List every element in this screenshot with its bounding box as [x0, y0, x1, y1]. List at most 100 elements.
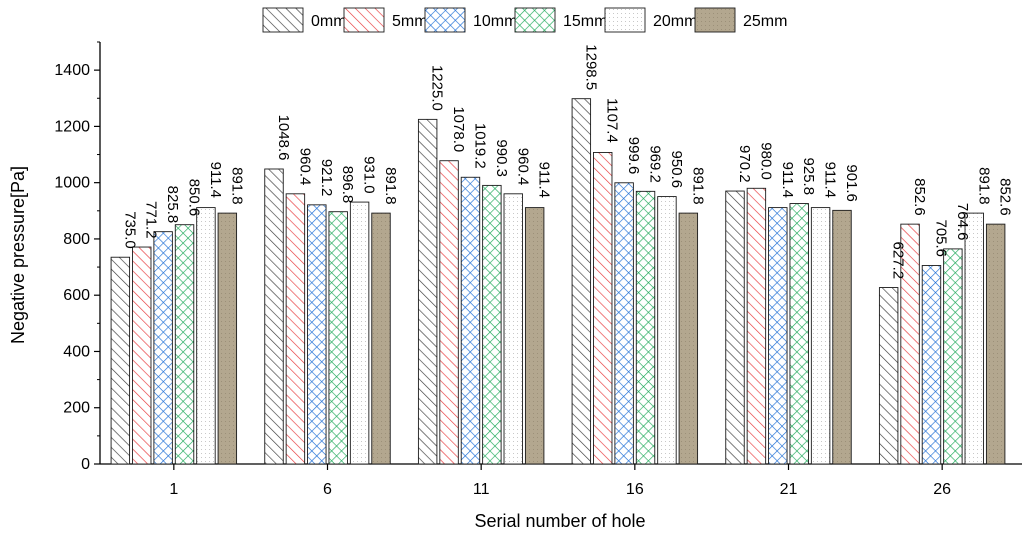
legend-swatch-20mm [604, 7, 646, 33]
x-axis-title: Serial number of hole [474, 511, 645, 531]
bar-0mm-1 [110, 256, 131, 465]
bar-10mm-21 [768, 207, 788, 465]
y-tick-label: 1000 [54, 175, 90, 192]
y-tick-label: 0 [81, 456, 90, 473]
data-label: 825.8 [164, 186, 181, 224]
bar-10mm-16 [614, 182, 634, 465]
data-label: 850.6 [186, 179, 203, 217]
y-tick-label: 1200 [54, 118, 90, 135]
x-tick-label: 26 [933, 481, 951, 498]
bar-20mm-16 [657, 196, 677, 465]
data-label: 1078.0 [450, 106, 467, 152]
bar-10mm-11 [460, 176, 481, 465]
legend-label: 20mm [653, 13, 697, 30]
legend-swatch-0mm [262, 7, 304, 33]
data-label: 921.2 [318, 159, 335, 197]
x-tick-label: 21 [780, 481, 798, 498]
bar-15mm-11 [482, 184, 502, 465]
legend-label: 10mm [473, 13, 517, 30]
legend-swatch-25mm [694, 7, 736, 33]
data-label: 911.4 [207, 162, 224, 198]
data-label: 911.4 [779, 162, 796, 198]
bar-25mm-11 [524, 207, 545, 465]
data-label: 891.8 [689, 167, 706, 205]
bar-5mm-26 [900, 223, 920, 465]
bar-20mm-1 [196, 207, 216, 465]
x-tick-label: 11 [473, 481, 490, 498]
y-tick-label: 600 [63, 287, 90, 304]
data-label: 950.6 [668, 151, 685, 189]
bar-25mm-6 [371, 212, 391, 465]
data-label: 852.6 [997, 178, 1014, 216]
legend-label: 25mm [743, 13, 787, 30]
data-label: 969.2 [647, 145, 664, 183]
data-label: 705.6 [932, 219, 949, 257]
data-label: 891.8 [382, 167, 399, 205]
x-tick-label: 1 [169, 481, 178, 498]
data-label: 970.2 [736, 145, 753, 183]
data-label: 852.6 [911, 178, 928, 216]
y-tick-label: 200 [63, 400, 90, 417]
y-tick-label: 1400 [54, 62, 90, 79]
data-label: 896.8 [339, 166, 356, 204]
data-label: 960.4 [296, 148, 313, 186]
bar-10mm-1 [153, 231, 173, 465]
bar-5mm-16 [593, 152, 613, 465]
bar-0mm-26 [878, 287, 899, 465]
bar-0mm-21 [725, 190, 745, 465]
legend-swatch-10mm [424, 7, 466, 33]
bar-5mm-11 [439, 160, 459, 465]
data-label: 980.0 [757, 142, 774, 180]
legend-label: 15mm [563, 13, 607, 30]
legend-swatch-5mm [343, 7, 385, 33]
bar-15mm-21 [789, 203, 809, 465]
data-label: 960.4 [514, 148, 531, 186]
legend: 0mm 5mm 10mm 15mm 20mm 25mm [262, 7, 787, 33]
bar-15mm-26 [943, 248, 963, 465]
x-tick-label: 16 [626, 481, 644, 498]
data-label: 911.4 [536, 162, 553, 198]
bar-0mm-16 [571, 98, 592, 465]
x-tick-label: 6 [323, 481, 332, 498]
data-labels: 735.0 771.2 825.8 850.6 911.4 891.81048.6960.… [121, 44, 1013, 279]
bar-5mm-21 [746, 187, 767, 465]
bar-20mm-6 [349, 201, 370, 465]
data-label: 925.8 [800, 158, 817, 196]
bar-20mm-11 [503, 193, 523, 465]
legend-label: 5mm [392, 13, 428, 30]
bar-10mm-26 [921, 265, 942, 465]
legend-label: 0mm [311, 13, 347, 30]
y-axis-title: Negative pressure[Pa] [8, 166, 28, 344]
data-label: 911.4 [822, 162, 839, 198]
bar-25mm-26 [985, 223, 1006, 465]
bar-25mm-21 [832, 209, 852, 465]
bar-25mm-1 [217, 212, 238, 465]
bars [110, 98, 1006, 465]
data-label: 1048.6 [275, 115, 292, 161]
y-tick-label: 400 [63, 343, 90, 360]
bar-20mm-21 [810, 207, 831, 465]
data-label: 1225.0 [429, 65, 446, 111]
legend-swatch-15mm [514, 7, 556, 33]
bar-10mm-6 [307, 204, 327, 465]
bar-20mm-26 [964, 212, 984, 465]
bar-15mm-16 [635, 190, 656, 465]
bar-0mm-6 [264, 168, 284, 465]
data-label: 627.2 [890, 242, 907, 280]
data-label: 901.6 [843, 164, 860, 202]
data-label: 891.8 [975, 167, 992, 205]
data-label: 771.2 [143, 201, 160, 239]
bar-15mm-1 [174, 224, 195, 465]
bar-5mm-1 [132, 246, 152, 465]
data-label: 1107.4 [604, 98, 621, 143]
data-label: 1298.5 [582, 44, 599, 90]
y-tick-label: 800 [63, 231, 90, 248]
data-label: 891.8 [228, 167, 245, 205]
bar-25mm-16 [678, 212, 699, 465]
data-label: 990.3 [493, 139, 510, 177]
data-label: 999.6 [625, 137, 642, 175]
bar-15mm-6 [328, 211, 348, 465]
data-label: 735.0 [121, 211, 138, 249]
